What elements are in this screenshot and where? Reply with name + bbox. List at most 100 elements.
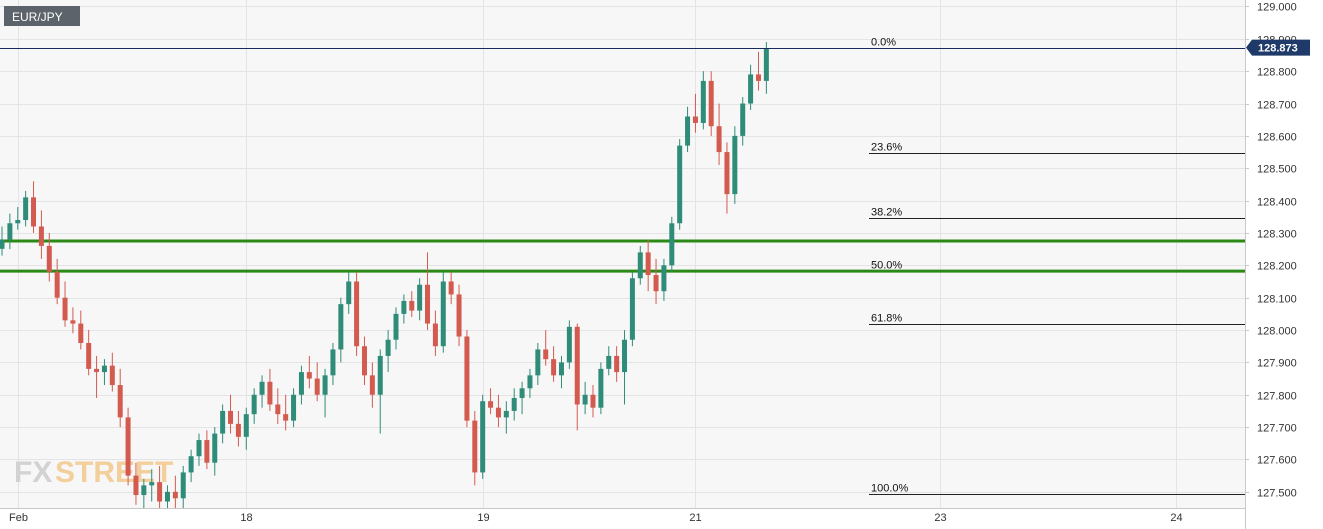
y-tick-label: 127.700 [1257,423,1297,435]
candle-body [267,381,273,405]
candle-body [598,368,604,408]
candle-up [401,294,407,324]
y-tick-label: 127.800 [1257,391,1297,403]
candle-up [440,271,446,353]
candle-body [322,375,328,395]
candle-down [46,232,52,282]
symbol-label-box [4,6,80,26]
candle-up [220,404,226,444]
x-tick-label: 18 [240,512,252,524]
candle-up [748,64,754,111]
candle-body [472,420,478,473]
candle-down [125,407,131,486]
candle-body [708,80,714,127]
candle-up [606,346,612,376]
candle-down [157,465,163,508]
candle-down [551,346,557,382]
candle-body [385,339,391,356]
candle-body [228,410,234,424]
candle-body [306,372,312,379]
candle-down [94,355,100,398]
y-tick-label: 128.100 [1257,294,1297,306]
candle-up [180,465,186,508]
candle-body [543,349,549,360]
candle-down [495,394,501,428]
last-price-tag: 128.873 [1246,39,1310,56]
candle-body [716,126,722,153]
candle-body [464,336,470,421]
candle-up [393,307,399,350]
candle-body [196,440,202,457]
candle-body [535,349,541,376]
candle-body [86,342,92,369]
y-tick-label: 127.600 [1257,455,1297,467]
candle-up [732,126,738,204]
y-tick-label: 128.200 [1257,261,1297,273]
candle-up [101,359,107,386]
candle-down [456,284,462,347]
y-tick-label: 128.600 [1257,132,1297,144]
fib-level-label: 61.8% [871,313,902,325]
candle-down [354,271,360,356]
candle-body [448,281,454,295]
candle-down [574,323,580,431]
candle-body [212,433,218,463]
candle-body [220,410,226,434]
candle-up [149,469,155,502]
candle-body [7,223,13,240]
candle-body [519,388,525,398]
candle-up [0,226,5,256]
candle-down [653,258,659,305]
candle-down [228,394,234,434]
candle-down [432,310,438,356]
fib-level-label: 50.0% [871,260,902,272]
candle-up [298,365,304,405]
symbol-text: EUR/JPY [12,10,63,24]
candle-body [361,346,367,376]
candle-up [740,97,746,146]
x-tick-label: 24 [1170,512,1182,524]
plot-area [0,0,1245,508]
candle-body [432,323,438,347]
candle-body [590,394,596,408]
candle-body [488,401,494,408]
candle-up [243,407,249,450]
candle-up [188,449,194,483]
candle-body [417,284,423,311]
candle-body [740,103,746,136]
candle-up [322,368,328,418]
candle-up [677,139,683,230]
candle-down [543,330,549,366]
candle-up [251,388,257,424]
candle-up [346,271,352,314]
candle-body [606,355,612,369]
candle-body [401,300,407,314]
candle-down [472,410,478,486]
candle-down [361,336,367,386]
candle-down [117,368,123,428]
candle-down [70,307,76,334]
candle-down [306,355,312,389]
candle-up [700,71,706,130]
candle-body [54,271,60,298]
candle-up [629,271,635,347]
candle-body [393,313,399,340]
candle-body [685,116,691,146]
candle-up [535,342,541,386]
candle-up [196,433,202,466]
candle-down [133,462,139,505]
y-tick-label: 128.500 [1257,164,1297,176]
candle-body [235,423,241,437]
candle-body [377,355,383,395]
candle-up [661,258,667,301]
symbol-label[interactable]: EUR/JPY [4,6,80,26]
candle-body [204,440,210,463]
candle-down [314,362,320,402]
candle-body [503,410,509,418]
candle-down [464,330,470,428]
candle-body [46,245,52,272]
candle-body [732,135,738,195]
candle-down [692,93,698,133]
candle-up [212,427,218,476]
candle-body [645,252,651,276]
